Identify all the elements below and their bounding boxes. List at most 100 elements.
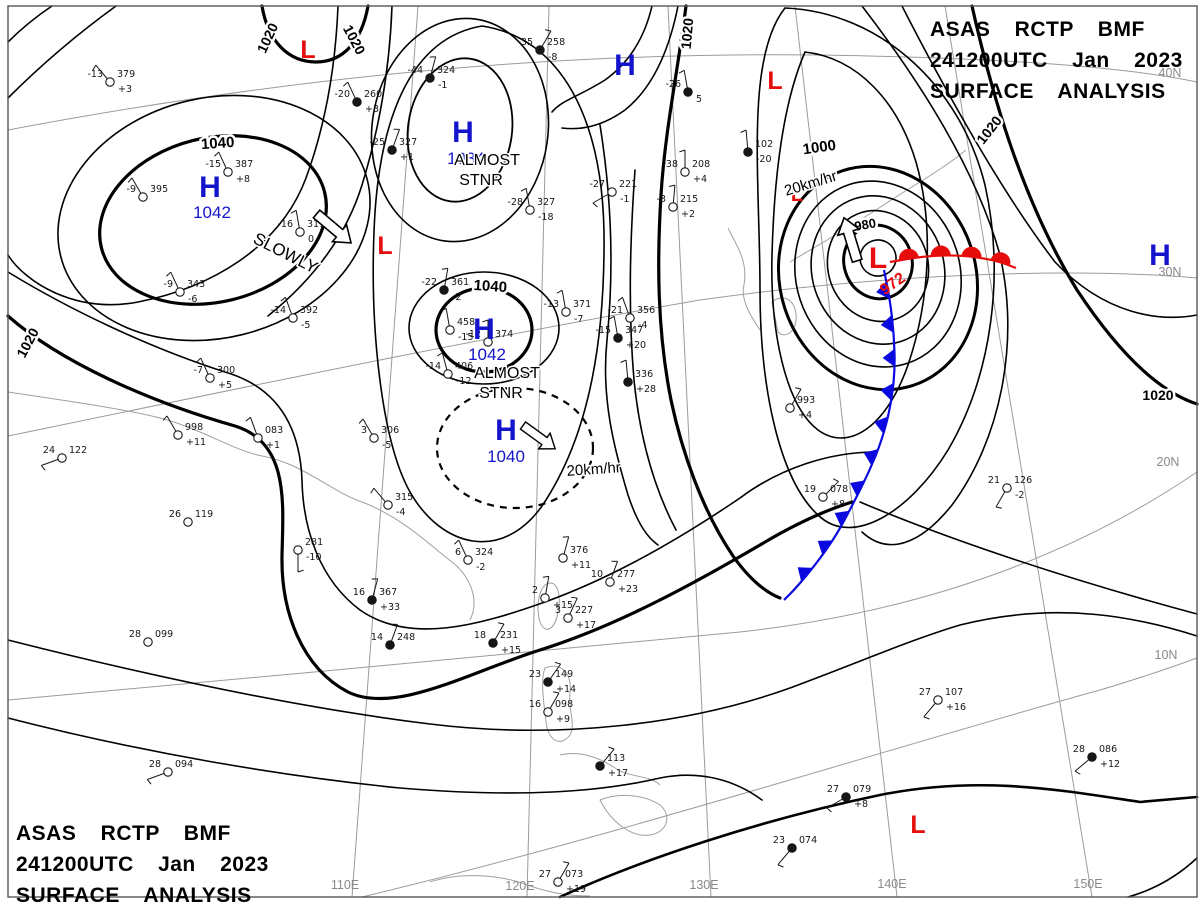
high-value: 1040: [487, 447, 525, 466]
station-circle: [623, 377, 633, 387]
low-symbol: L: [869, 242, 887, 275]
warm-front: [889, 245, 1017, 270]
low-symbol: L: [791, 184, 803, 206]
station-plot: -35 258 -8: [517, 29, 565, 63]
isobar-ring-dashed: [435, 386, 595, 510]
station-circle: [563, 613, 573, 623]
station-circle: [288, 313, 298, 323]
isobar-ring: [859, 239, 897, 277]
station-plot: 28 094: [146, 759, 193, 785]
station-value: 074: [799, 835, 817, 846]
longitude-label: 140E: [877, 877, 906, 891]
station-value: 395: [150, 184, 168, 195]
station-plot: 16 367 +33: [353, 578, 400, 613]
wind-barb-tick: [554, 661, 561, 665]
system-motion-label: STNR: [459, 172, 503, 189]
wind-barb-tick: [290, 209, 297, 214]
station-circle: [369, 433, 379, 443]
wind-barb-tick: [214, 151, 220, 157]
cold-front-triangle: [850, 480, 865, 497]
cold-front-triangle: [880, 314, 894, 333]
station-value: +3: [365, 104, 379, 115]
station-value: +19: [566, 884, 586, 895]
wind-barb-tick: [280, 296, 286, 302]
wind-barb-tick: [826, 807, 832, 813]
high-symbol: H: [614, 49, 636, 82]
station-value: -20: [334, 89, 350, 100]
station-circle: [445, 325, 455, 335]
station-value: -26: [665, 79, 681, 90]
station-circle: [1002, 483, 1012, 493]
station-value: 300: [217, 365, 235, 376]
low-symbol: L: [300, 36, 315, 64]
station-value: +1: [266, 440, 280, 451]
wind-barb-tick: [441, 267, 448, 270]
low-symbol: L: [377, 232, 392, 260]
coastline: [7, 391, 475, 621]
station-value: 102: [755, 139, 773, 150]
station-circle: [841, 792, 851, 802]
station-value: 149: [555, 669, 573, 680]
title-datetime-line: 241200UTC Jan 2023: [930, 49, 1183, 72]
station-circle: [933, 695, 943, 705]
station-plot: -27 221 -1: [589, 179, 637, 208]
isobar-line: [599, 124, 659, 546]
station-value: -25: [369, 137, 385, 148]
station-value: -15: [205, 159, 221, 170]
station-plot: 113+17: [595, 746, 628, 779]
station-value: 18: [474, 630, 486, 641]
wind-barb-tick: [1074, 770, 1081, 775]
station-value: 26: [169, 509, 181, 520]
wind-barb-tick: [832, 478, 839, 482]
station-circle: [173, 430, 183, 440]
station-plot: 27 079 +8: [826, 784, 871, 813]
station-circle: [680, 167, 690, 177]
station-value: -27: [589, 179, 605, 190]
station-value: 327: [399, 137, 417, 148]
station-value: +15: [501, 645, 521, 656]
isobar-line: [7, 717, 763, 801]
station-circle: [535, 45, 545, 55]
station-value: -28: [507, 197, 523, 208]
station-plot: 23 149 +14: [529, 661, 576, 695]
station-plot: 998+11: [162, 415, 206, 448]
station-value: -35: [517, 37, 533, 48]
isobar-line: [1127, 857, 1198, 898]
wind-barb-tick: [679, 149, 686, 153]
high-value: 1042: [468, 345, 506, 364]
station-value: -12: [456, 376, 472, 387]
latitude-label: 40N: [1159, 66, 1182, 80]
title-datetime-line: 241200UTC Jan 2023: [16, 853, 269, 876]
parallel-line: [361, 657, 1198, 898]
warm-front-semicircle: [930, 245, 951, 256]
coastline: [429, 875, 591, 897]
station-circle: [57, 453, 67, 463]
station-value: 406: [455, 361, 473, 372]
station-plot: 16 098 +9: [529, 691, 573, 725]
motion-arrow-icon: [836, 216, 863, 264]
station-plot: -26 5: [665, 69, 702, 105]
station-value: 113: [607, 753, 625, 764]
station-value: -4: [396, 507, 405, 518]
isobar-line: [6, 314, 854, 701]
wind-barb-tick: [40, 465, 46, 471]
isobar-ring: [408, 271, 560, 385]
station-circle: [383, 500, 393, 510]
parallel-line: [7, 471, 1198, 701]
isobar-ring: [793, 180, 963, 368]
warm-front-semicircle: [961, 246, 982, 258]
isobar-ring: [434, 286, 534, 374]
station-value: 311: [307, 219, 325, 230]
chart-title-top-right: ASAS RCTP BMF 241200UTC Jan 2023 SURFACE…: [930, 14, 1183, 107]
cold-front-triangle: [863, 449, 879, 466]
station-value: 281: [305, 537, 323, 548]
station-value: 458: [457, 317, 475, 328]
isobar-ring: [406, 57, 514, 203]
isobars: [6, 4, 1199, 899]
station-value: -5: [301, 320, 310, 331]
station-value: 215: [680, 194, 698, 205]
high-value: 1042: [193, 203, 231, 222]
